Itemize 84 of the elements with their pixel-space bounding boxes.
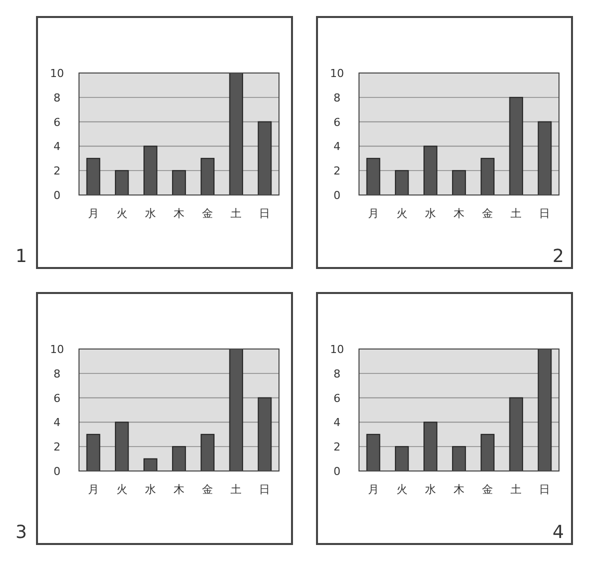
y-tick-label: 6 xyxy=(54,392,60,405)
x-tick-label: 木 xyxy=(174,207,184,220)
x-tick-label: 日 xyxy=(259,483,270,496)
bar xyxy=(144,146,158,196)
x-tick-label: 月 xyxy=(368,483,379,496)
y-tick-label: 8 xyxy=(334,367,340,380)
y-tick-label: 2 xyxy=(54,164,60,178)
bar xyxy=(200,434,214,472)
text: 3 xyxy=(16,522,27,543)
y-tick-label: 8 xyxy=(54,367,60,380)
x-tick-label: 火 xyxy=(116,483,128,496)
x-tick-label: 水 xyxy=(144,207,156,220)
x-tick-label: 金 xyxy=(482,207,494,220)
bar xyxy=(258,397,272,472)
bar xyxy=(144,458,158,472)
bar xyxy=(452,170,466,196)
x-tick-label: 金 xyxy=(202,207,214,220)
bar xyxy=(424,422,438,472)
x-tick-label: 土 xyxy=(510,483,522,496)
y-tick-label: 8 xyxy=(334,91,340,104)
y-tick-label: 0 xyxy=(54,465,60,478)
bar xyxy=(394,446,409,472)
x-tick-label: 土 xyxy=(510,207,522,220)
bar xyxy=(258,121,272,196)
x-tick-label: 水 xyxy=(144,483,156,496)
x-tick-label: 日 xyxy=(259,207,270,220)
y-tick-label: 10 xyxy=(330,343,344,356)
bar xyxy=(480,158,494,196)
x-tick-label: 水 xyxy=(424,207,436,220)
y-tick-label: 10 xyxy=(50,343,64,356)
x-tick-label: 金 xyxy=(482,483,494,496)
bar xyxy=(538,348,552,472)
bar xyxy=(114,422,129,472)
y-tick-label: 6 xyxy=(334,392,340,405)
bar xyxy=(366,434,380,472)
y-tick-label: 8 xyxy=(54,91,60,104)
bar xyxy=(172,170,186,196)
y-tick-label: 4 xyxy=(54,416,60,430)
text: 4 xyxy=(552,522,564,543)
x-tick-label: 月 xyxy=(368,207,379,220)
x-tick-label: 日 xyxy=(539,483,550,496)
x-tick-label: 水 xyxy=(424,483,436,496)
y-tick-label: 4 xyxy=(334,416,340,430)
bar xyxy=(200,158,214,196)
x-tick-label: 日 xyxy=(539,207,550,220)
bar xyxy=(229,72,244,196)
bar xyxy=(172,446,186,472)
bar xyxy=(366,158,380,196)
bar xyxy=(424,146,438,196)
bar xyxy=(86,434,100,472)
y-tick-label: 0 xyxy=(54,189,60,202)
x-tick-label: 木 xyxy=(454,483,464,496)
bar xyxy=(229,348,244,472)
bar xyxy=(509,96,524,196)
y-tick-label: 2 xyxy=(334,440,340,454)
x-tick-label: 金 xyxy=(202,483,214,496)
x-tick-label: 木 xyxy=(174,483,184,496)
x-tick-label: 火 xyxy=(116,207,128,220)
text: 1 xyxy=(16,246,27,267)
x-tick-label: 火 xyxy=(396,207,408,220)
y-tick-label: 2 xyxy=(54,440,60,454)
y-tick-label: 2 xyxy=(334,164,340,178)
x-tick-label: 土 xyxy=(230,483,242,496)
x-tick-label: 月 xyxy=(88,207,99,220)
bar xyxy=(114,170,129,196)
y-tick-label: 6 xyxy=(54,116,60,129)
bar xyxy=(480,434,494,472)
bar xyxy=(86,158,100,196)
y-tick-label: 0 xyxy=(334,465,340,478)
x-tick-label: 月 xyxy=(88,483,99,496)
y-tick-label: 0 xyxy=(334,189,340,202)
bar xyxy=(452,446,466,472)
x-tick-label: 木 xyxy=(454,207,464,220)
x-tick-label: 土 xyxy=(230,207,242,220)
bar xyxy=(394,170,409,196)
text: 2 xyxy=(552,246,564,267)
y-tick-label: 6 xyxy=(334,116,340,129)
bar xyxy=(538,121,552,196)
x-tick-label: 火 xyxy=(396,483,408,496)
y-tick-label: 4 xyxy=(54,140,60,154)
bar xyxy=(509,397,524,472)
y-tick-label: 10 xyxy=(330,67,344,80)
y-tick-label: 10 xyxy=(50,67,64,80)
y-tick-label: 4 xyxy=(334,140,340,154)
